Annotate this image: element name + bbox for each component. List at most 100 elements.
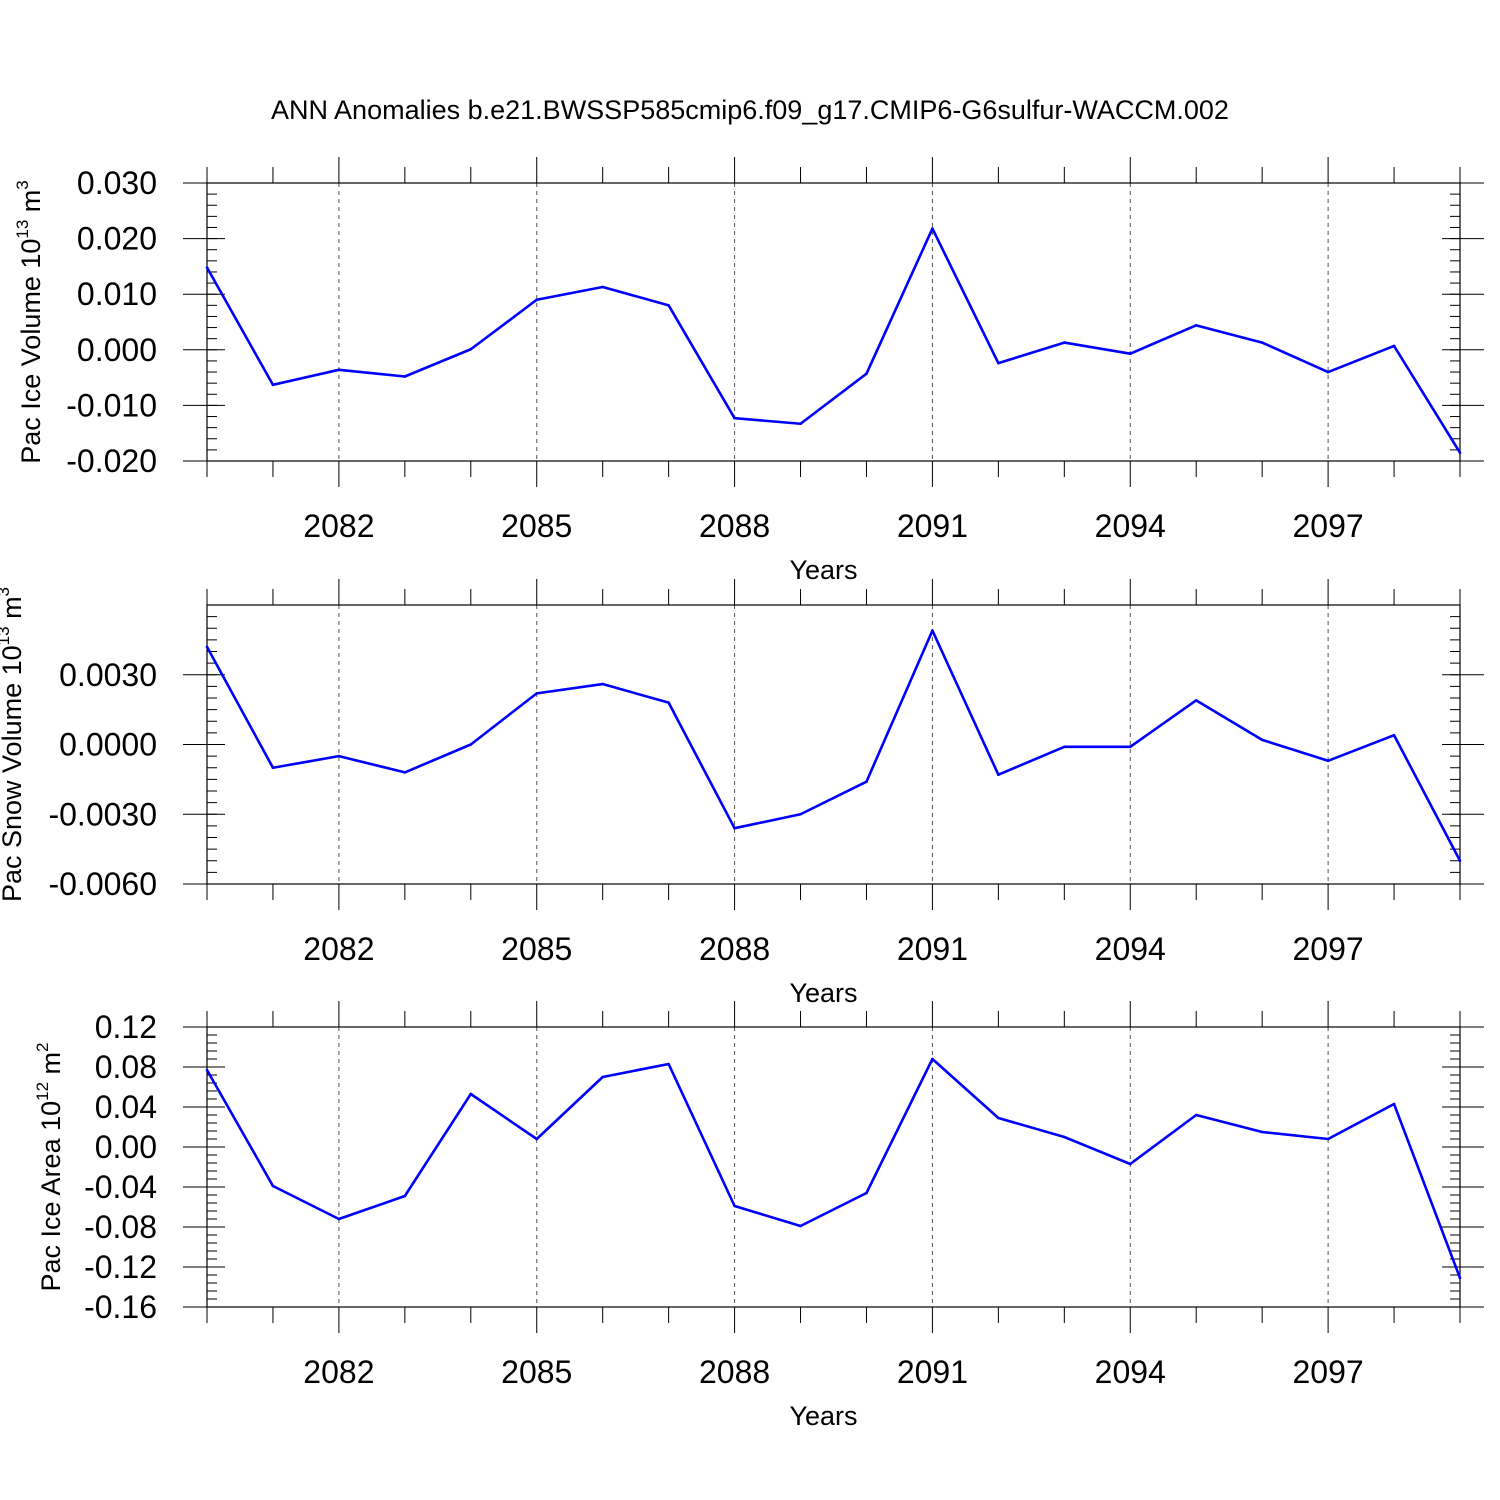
y-tick-label: 0.04 (95, 1089, 157, 1125)
y-axis-label-superscript: 3 (0, 587, 13, 596)
data-point (271, 766, 275, 770)
data-point (733, 1204, 736, 1208)
plot-frame (206, 1026, 1461, 1308)
panel-1: -0.020 -0.010 0.000 0.010 0.020 0.030 2082 2085… (13, 157, 1484, 585)
x-tick-label: 2082 (303, 1354, 374, 1390)
y-axis-label-text: Pac Snow Volume 10 (0, 645, 27, 902)
x-tick-label: 2088 (699, 1354, 770, 1390)
y-axis-label: Pac Ice Volume 1013 m3 (13, 180, 46, 464)
data-point (1194, 699, 1198, 702)
y-axis-label-text: m (16, 190, 46, 220)
y-tick-label: 0.010 (77, 276, 157, 312)
data-point (865, 372, 868, 376)
y-tick-label: -0.04 (84, 1169, 157, 1205)
data-point (403, 1194, 407, 1198)
data-point (403, 771, 407, 774)
x-tick-label: 2085 (501, 1354, 572, 1390)
data-point (667, 1062, 670, 1066)
data-point (1260, 341, 1264, 344)
data-point (733, 416, 736, 420)
data-point (205, 266, 209, 269)
data-point (997, 1116, 1000, 1120)
data-point (931, 1057, 934, 1061)
y-tick-label: -0.08 (84, 1209, 157, 1245)
data-point (1260, 738, 1264, 742)
data-point (1392, 1102, 1396, 1106)
y-axis-label-superscript: 3 (13, 180, 32, 189)
y-axis-label-superscript: 13 (13, 220, 32, 239)
data-point (1194, 1113, 1198, 1117)
y-tick-label: 0.08 (95, 1049, 157, 1085)
data-point (997, 773, 1000, 777)
data-point (535, 1137, 539, 1141)
data-point (799, 422, 802, 426)
data-point (931, 227, 934, 230)
data-point (271, 383, 275, 387)
y-axis-label-text: Pac Ice Area 10 (36, 1101, 66, 1292)
data-point (205, 645, 209, 649)
data-point (601, 1075, 604, 1079)
y-tick-label: 0.0000 (59, 727, 157, 763)
data-point (337, 1217, 341, 1221)
data-point (535, 298, 539, 302)
data-point (271, 1184, 275, 1188)
x-tick-label: 2088 (699, 931, 770, 967)
data-point (1326, 370, 1330, 374)
y-tick-label: 0.000 (77, 332, 157, 368)
y-tick-label: -0.010 (66, 387, 157, 423)
x-tick-label: 2088 (699, 508, 770, 544)
data-point (1392, 733, 1396, 737)
x-tick-label: 2094 (1095, 1354, 1166, 1390)
data-point (601, 682, 604, 686)
data-point (1128, 745, 1132, 749)
plot-frame (206, 604, 1461, 885)
x-tick-label: 2094 (1095, 508, 1166, 544)
x-tick-label: 2097 (1293, 931, 1364, 967)
data-point (1326, 1137, 1330, 1141)
y-tick-label: 0.00 (95, 1129, 157, 1165)
data-point (865, 1191, 868, 1195)
series-line (205, 1057, 1462, 1279)
data-point (403, 375, 407, 378)
data-point (865, 780, 868, 783)
y-tick-label: -0.12 (84, 1249, 157, 1285)
y-tick-label: -0.0060 (48, 866, 157, 902)
data-point (535, 692, 539, 695)
data-point (799, 1224, 802, 1228)
x-axis-label: Years (789, 978, 857, 1008)
x-tick-label: 2082 (303, 931, 374, 967)
data-point (1194, 324, 1198, 327)
x-tick-label: 2082 (303, 508, 374, 544)
data-point (667, 304, 670, 307)
data-point (1063, 341, 1066, 344)
data-point (469, 347, 473, 351)
data-point (1458, 859, 1462, 863)
data-point (799, 812, 802, 816)
panels: -0.020 -0.010 0.000 0.010 0.020 0.030 2082 2085… (0, 157, 1484, 1431)
x-tick-label: 2091 (897, 508, 968, 544)
data-point (1392, 344, 1396, 348)
x-tick-label: 2097 (1293, 1354, 1364, 1390)
y-axis-label-text: m (36, 1052, 66, 1082)
y-axis-label-superscript: 2 (33, 1042, 52, 1051)
x-tick-label: 2094 (1095, 931, 1166, 967)
y-tick-label: -0.020 (66, 443, 157, 479)
y-axis-label: Pac Ice Area 1012 m2 (33, 1042, 66, 1291)
data-point (1128, 352, 1132, 355)
data-point (1326, 759, 1330, 763)
y-axis-label-text: Pac Ice Volume 10 (16, 239, 46, 464)
plot-frame (206, 182, 1461, 462)
y-tick-label: 0.12 (95, 1009, 157, 1045)
data-point (1063, 745, 1066, 749)
data-point (1458, 1276, 1462, 1280)
y-tick-label: -0.0030 (48, 796, 157, 832)
data-point (337, 754, 341, 758)
data-point (931, 629, 934, 632)
data-point (733, 826, 736, 830)
panel-2: -0.0060 -0.0030 0.0000 0.0030 2082 2085 2088 20… (0, 579, 1484, 1008)
y-tick-label: -0.16 (84, 1289, 157, 1325)
x-tick-label: 2091 (897, 931, 968, 967)
x-axis-label: Years (789, 1401, 857, 1431)
data-point (337, 368, 341, 372)
